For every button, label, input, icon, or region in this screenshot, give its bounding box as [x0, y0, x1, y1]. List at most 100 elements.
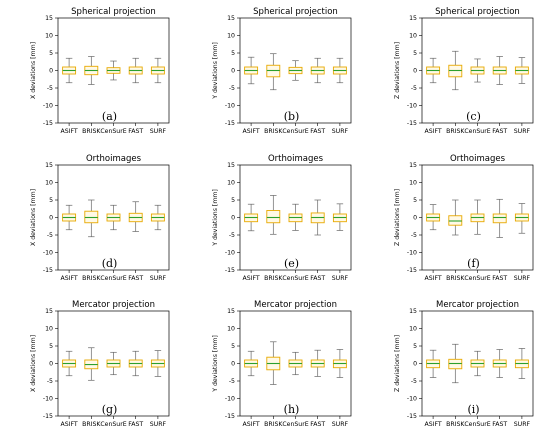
- box-asift: [62, 350, 77, 377]
- y-tick-label: 0: [231, 68, 235, 75]
- y-tick-label: 10: [45, 33, 53, 40]
- box-surf: [150, 350, 165, 377]
- y-tick-label: 10: [227, 33, 235, 40]
- box-asift: [426, 204, 441, 231]
- chart-title: Orthoimages: [450, 154, 506, 164]
- x-tick-label: SURF: [514, 275, 531, 282]
- y-tick-label: 15: [227, 308, 235, 315]
- x-tick-label: CenSurE: [464, 275, 490, 282]
- x-tick-label: SURF: [514, 421, 531, 428]
- box-asift: [426, 349, 441, 378]
- x-tick-label: ASIFT: [60, 421, 77, 428]
- x-tick-label: CenSurE: [464, 128, 490, 135]
- box-censure: [106, 351, 121, 376]
- y-tick-label: 0: [413, 215, 417, 222]
- y-tick-label: 10: [45, 180, 53, 187]
- box-surf: [332, 203, 347, 231]
- box-fast: [128, 57, 143, 84]
- box-fast: [492, 56, 507, 85]
- panel-label: (a): [102, 110, 117, 123]
- x-tick-label: SURF: [332, 421, 349, 428]
- x-tick-label: SURF: [514, 128, 531, 135]
- y-tick-label: -5: [229, 85, 235, 92]
- box-asift: [62, 57, 77, 84]
- y-tick-label: 15: [45, 15, 53, 22]
- y-tick-label: -15: [43, 120, 53, 127]
- y-tick-label: 0: [49, 361, 53, 368]
- y-tick-label: 5: [231, 50, 235, 57]
- x-tick-label: CenSurE: [100, 275, 126, 282]
- box-fast: [128, 350, 143, 377]
- x-tick-label: BRISK: [446, 275, 465, 282]
- plot-frame: [57, 310, 170, 417]
- y-tick-label: 10: [409, 33, 417, 40]
- x-tick-label: ASIFT: [424, 275, 441, 282]
- panel-label: (c): [466, 110, 481, 123]
- box-surf: [150, 204, 165, 231]
- box-asift: [244, 56, 259, 85]
- chart-title: Spherical projection: [71, 7, 156, 17]
- box-brisk: [448, 50, 463, 91]
- chart-title: Mercator projection: [254, 300, 337, 310]
- chart-panel-d: Orthoimages X deviations [mm] -15 -10 -5 0 5 10…: [30, 154, 170, 282]
- box-censure: [288, 203, 303, 231]
- y-tick-label: 15: [409, 162, 417, 169]
- y-axis-label: Z deviations [mm]: [394, 42, 401, 99]
- plot-frame: [57, 17, 170, 124]
- box-brisk: [266, 53, 281, 91]
- y-tick-label: -10: [225, 103, 235, 110]
- panel-label: (f): [467, 257, 480, 270]
- y-tick-label: 5: [231, 343, 235, 350]
- chart-panel-g: Mercator projection X deviations [mm] -15 -…: [30, 300, 170, 428]
- y-tick-label: 5: [413, 343, 417, 350]
- x-tick-label: FAST: [310, 421, 325, 428]
- chart-title: Orthoimages: [268, 154, 324, 164]
- y-tick-label: 5: [49, 343, 53, 350]
- chart-title: Orthoimages: [86, 154, 142, 164]
- y-tick-label: -15: [407, 413, 417, 420]
- x-tick-label: FAST: [128, 128, 143, 135]
- y-tick-label: 10: [227, 326, 235, 333]
- y-tick-label: -5: [411, 232, 417, 239]
- y-tick-label: -10: [43, 396, 53, 403]
- y-tick-label: -15: [407, 120, 417, 127]
- x-tick-label: CenSurE: [282, 275, 308, 282]
- chart-title: Mercator projection: [436, 300, 519, 310]
- y-tick-label: 15: [409, 15, 417, 22]
- box-iqr: [266, 210, 281, 224]
- x-tick-label: FAST: [128, 421, 143, 428]
- y-tick-label: -5: [229, 232, 235, 239]
- y-tick-label: 0: [413, 361, 417, 368]
- plot-frame: [421, 164, 534, 271]
- panel-label: (g): [102, 403, 118, 416]
- x-tick-label: ASIFT: [424, 421, 441, 428]
- y-tick-label: 5: [49, 197, 53, 204]
- y-tick-label: 0: [231, 361, 235, 368]
- y-tick-label: -15: [407, 267, 417, 274]
- x-tick-label: FAST: [310, 128, 325, 135]
- plot-frame: [421, 17, 534, 124]
- y-tick-label: -15: [225, 267, 235, 274]
- y-tick-label: 5: [413, 50, 417, 57]
- x-tick-label: BRISK: [82, 128, 101, 135]
- y-tick-label: -15: [225, 120, 235, 127]
- chart-title: Mercator projection: [72, 300, 155, 310]
- y-tick-label: 0: [49, 215, 53, 222]
- x-tick-label: FAST: [128, 275, 143, 282]
- y-tick-label: -10: [43, 103, 53, 110]
- x-tick-label: SURF: [150, 128, 167, 135]
- chart-panel-a: Spherical projection X deviations [mm] -15…: [30, 7, 170, 135]
- y-axis-label: X deviations [mm]: [30, 335, 37, 392]
- x-tick-label: SURF: [150, 275, 167, 282]
- box-surf: [514, 57, 529, 84]
- y-tick-label: 10: [409, 326, 417, 333]
- y-tick-label: 15: [45, 162, 53, 169]
- box-fast: [310, 349, 325, 377]
- box-asift: [244, 350, 259, 377]
- chart-panel-h: Mercator projection Y deviations [mm] -15 -…: [212, 300, 352, 428]
- x-tick-label: BRISK: [264, 128, 283, 135]
- x-tick-label: CenSurE: [100, 128, 126, 135]
- x-tick-label: BRISK: [82, 421, 101, 428]
- plot-frame: [239, 17, 352, 124]
